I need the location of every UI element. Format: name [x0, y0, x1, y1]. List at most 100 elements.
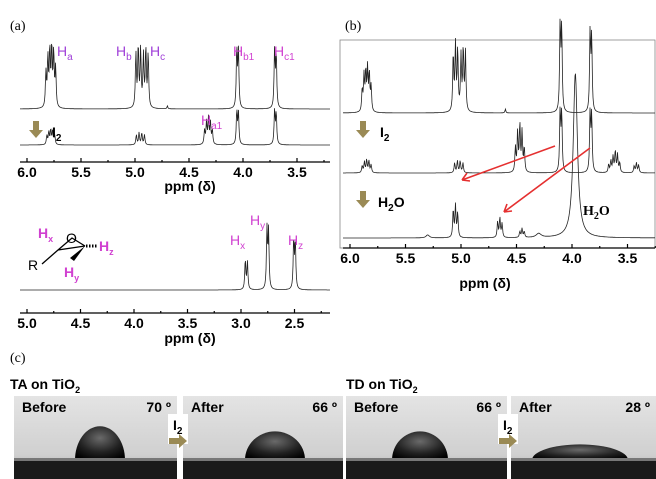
droplet: [532, 444, 628, 460]
tick-label: 4.5: [507, 250, 527, 266]
reagent-sub: 2: [388, 203, 394, 214]
reagent: H2O: [378, 194, 405, 214]
spectrum: [343, 106, 655, 174]
reagent-arrow: [356, 191, 370, 208]
reagent-arrow: [356, 121, 370, 138]
panel-label: (a): [10, 19, 26, 34]
peak-label-main: H: [233, 43, 243, 59]
peak-label-sub: x: [240, 241, 245, 252]
reagent-sub: 2: [507, 426, 513, 437]
group-title-main: TD on TiO: [346, 376, 413, 392]
peak-label: Hc1: [274, 43, 295, 63]
tick-label: 4.0: [233, 164, 253, 180]
panel-label: (b): [345, 19, 362, 34]
reagent-arrow: [499, 434, 517, 448]
reagent-tail: O: [394, 194, 405, 210]
annotation-tail: O: [599, 204, 610, 219]
red-arrow: [503, 147, 591, 213]
tick-label: 4.5: [71, 315, 91, 331]
bond: [41, 237, 86, 265]
contact-angle: 70 º: [146, 399, 171, 415]
atom: O: [66, 230, 77, 246]
substrate: [14, 459, 177, 479]
substrate: [511, 459, 656, 479]
contact-angle: 28 º: [625, 399, 650, 415]
peak-label: Hb: [116, 43, 132, 63]
reagent-main: I: [380, 124, 384, 140]
peak-label-main: H: [116, 43, 126, 59]
axis-title: ppm (δ): [164, 178, 215, 194]
photo-label: After: [519, 399, 552, 415]
spectrum: [20, 222, 330, 291]
reagent-main: H: [378, 194, 388, 210]
peak-label-main: H: [57, 43, 67, 59]
tick-label: 3.5: [178, 315, 198, 331]
reagent-bg: [498, 414, 518, 444]
tick-label: 3.5: [287, 164, 307, 180]
peak-label-main: H: [250, 212, 260, 228]
peak-label: Hx: [230, 232, 245, 252]
group-title: TA on TiO2: [10, 376, 80, 395]
tick-label: 4.0: [124, 315, 144, 331]
panel-label: (c): [10, 351, 26, 366]
peak-label-sub: a: [67, 52, 73, 63]
reagent-main: I: [173, 417, 177, 433]
peak-label-sub: z: [298, 241, 303, 252]
reagent: I2: [173, 417, 183, 437]
peak-label-main: H: [274, 43, 284, 59]
tick-label: 2.5: [285, 315, 305, 331]
peak-label-sub: y: [260, 221, 265, 232]
group-title-sub: 2: [413, 385, 418, 395]
peak-label: Hb1: [233, 43, 255, 63]
substrate-edge: [511, 458, 656, 461]
photo-label: After: [191, 399, 224, 415]
bond-wedge: [70, 246, 85, 261]
peak-label-sub: b1: [243, 52, 255, 63]
tick-label: 5.0: [451, 250, 471, 266]
group-title-sub: 2: [75, 385, 80, 395]
atom-h-sub: z: [109, 247, 114, 257]
contact-angle: 66 º: [476, 399, 501, 415]
peak-label: Hy: [250, 212, 265, 232]
axis-title: ppm (δ): [459, 275, 510, 291]
spectrum: [20, 43, 330, 110]
reagent: I2: [503, 417, 513, 437]
atom-h-sub: y: [74, 273, 79, 283]
peak-label-main: H: [288, 232, 298, 248]
contact-angle: 66 º: [312, 399, 337, 415]
tick-label: 6.0: [340, 250, 360, 266]
peak-label: Hc: [150, 43, 165, 63]
group-title-main: TA on TiO: [10, 376, 75, 392]
substrate-edge: [183, 458, 343, 461]
tick-label: 5.5: [396, 250, 416, 266]
reagent-bg: [168, 414, 188, 444]
annotation-sub: 2: [594, 211, 599, 222]
atom: R: [28, 257, 38, 273]
photo-label: Before: [22, 399, 67, 415]
reagent: I2: [380, 124, 390, 144]
axis-title: ppm (δ): [164, 330, 215, 346]
tick-label: 5.5: [71, 164, 91, 180]
tick-label: 5.0: [125, 164, 145, 180]
tick-label: 3.5: [618, 250, 638, 266]
tick-label: 6.0: [17, 164, 37, 180]
atom-h-main: H: [38, 225, 48, 241]
peak-label-main: H: [201, 112, 211, 128]
peak-label: Ha1: [201, 112, 223, 132]
tick-label: 5.0: [17, 315, 37, 331]
droplet: [245, 431, 305, 460]
peak-label-sub: b: [126, 52, 132, 63]
spectrum: [343, 73, 655, 239]
droplet: [75, 426, 125, 460]
photo-label: Before: [354, 399, 399, 415]
peak-label-sub: c: [160, 52, 165, 63]
peak-label-main: H: [230, 232, 240, 248]
substrate: [346, 459, 507, 479]
spectrum: [342, 18, 655, 114]
atom-h-sub: x: [48, 234, 53, 244]
reagent-sub: 2: [384, 133, 390, 144]
atom-h: Hx: [38, 225, 53, 244]
red-arrow: [461, 145, 556, 182]
droplet: [392, 431, 448, 460]
